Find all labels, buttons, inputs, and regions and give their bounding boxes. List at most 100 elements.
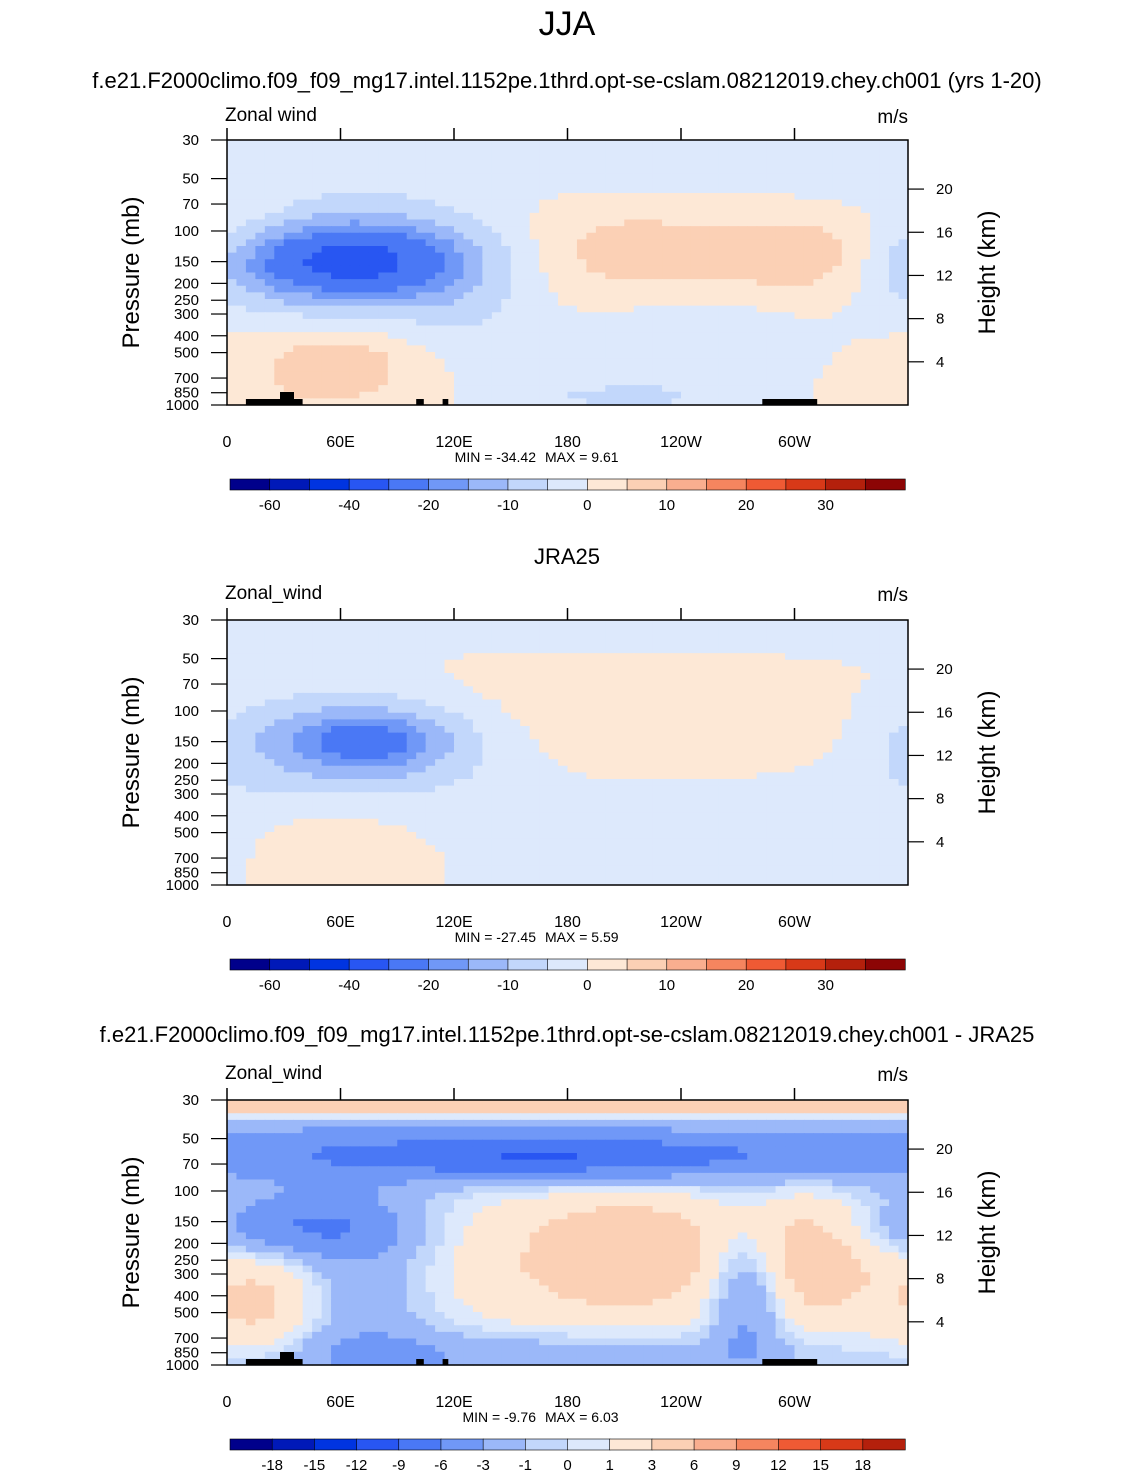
field-cell: [425, 193, 436, 201]
field-cell: [832, 186, 843, 194]
field-cell: [832, 686, 843, 694]
field-cell: [245, 798, 256, 807]
field-cell: [614, 292, 625, 300]
field-cell: [870, 212, 881, 221]
field-cell: [283, 752, 294, 760]
field-cell: [349, 179, 361, 187]
field-cell: [728, 299, 739, 307]
field-cell: [558, 385, 569, 393]
field-cell: [548, 719, 559, 727]
field-cell: [482, 166, 493, 174]
height-tick-label: 16: [936, 224, 953, 241]
field-cell: [832, 206, 843, 214]
field-cell: [671, 332, 682, 340]
field-cell: [293, 726, 304, 734]
field-cell: [387, 199, 398, 207]
field-cell: [633, 759, 644, 767]
field-cell: [671, 745, 682, 754]
field-cell: [699, 765, 710, 773]
field-cell: [236, 739, 247, 747]
field-cell: [576, 633, 588, 641]
field-cell: [472, 653, 483, 661]
field-cell: [747, 305, 758, 313]
field-cell: [898, 653, 909, 661]
field-cell: [576, 646, 588, 654]
field-cell: [331, 272, 342, 280]
field-cell: [614, 352, 625, 360]
field-cell: [274, 193, 285, 201]
field-cell: [435, 219, 446, 227]
field-cell: [841, 639, 852, 648]
field-cell: [690, 159, 701, 168]
field-cell: [652, 759, 663, 767]
field-cell: [728, 378, 739, 386]
field-cell: [416, 173, 427, 181]
field-cell: [652, 226, 663, 234]
field-cell: [416, 212, 427, 221]
field-cell: [302, 186, 313, 194]
field-cell: [595, 732, 606, 740]
field-cell: [889, 239, 900, 247]
field-cell: [643, 146, 654, 154]
field-cell: [227, 765, 238, 773]
field-cell: [236, 633, 247, 641]
field-cell: [255, 232, 266, 240]
field-cell: [794, 686, 805, 694]
field-cell: [860, 699, 871, 707]
field-cell: [293, 193, 304, 201]
field-cell: [775, 686, 786, 694]
field-cell: [728, 345, 739, 353]
field-cell: [245, 759, 256, 767]
field-cell: [737, 332, 748, 340]
field-cell: [870, 699, 881, 707]
field-cell: [425, 653, 436, 661]
field-cell: [775, 299, 786, 307]
field-cell: [671, 352, 682, 360]
field-cell: [274, 219, 285, 227]
field-cell: [699, 206, 710, 214]
field-cell: [681, 232, 692, 240]
field-cell: [595, 285, 606, 293]
field-cell: [785, 186, 796, 194]
field-cell: [520, 673, 531, 681]
field-cell: [539, 365, 550, 373]
field-cell: [822, 679, 833, 687]
field-cell: [614, 646, 625, 654]
field-cell: [283, 779, 294, 787]
field-cell: [558, 166, 569, 174]
field-cell: [340, 299, 351, 307]
field-cell: [264, 338, 275, 346]
field-cell: [539, 378, 550, 386]
field-cell: [435, 193, 446, 201]
field-cell: [425, 732, 436, 740]
field-cell: [690, 272, 701, 280]
field-cell: [879, 219, 890, 227]
field-cell: [227, 305, 238, 313]
field-cell: [614, 699, 625, 707]
field-cell: [624, 279, 635, 287]
field-cell: [576, 140, 588, 148]
field-cell: [463, 646, 474, 654]
field-cell: [652, 371, 663, 380]
field-cell: [368, 166, 379, 174]
field-cell: [567, 159, 578, 168]
field-cell: [491, 772, 502, 780]
field-cell: [435, 246, 446, 254]
field-cell: [870, 232, 881, 240]
field-cell: [510, 633, 521, 641]
field-cell: [444, 666, 455, 674]
field-cell: [435, 759, 446, 767]
field-cell: [747, 759, 758, 767]
field-cell: [501, 299, 512, 307]
field-cell: [444, 338, 455, 346]
field-cell: [368, 239, 379, 247]
field-cell: [425, 166, 436, 174]
field-cell: [245, 745, 256, 754]
field-cell: [255, 299, 266, 307]
field-cell: [510, 739, 521, 747]
field-cell: [879, 358, 890, 366]
field-cell: [879, 239, 890, 247]
field-cell: [368, 686, 379, 694]
field-cell: [349, 173, 361, 181]
field-cell: [766, 659, 777, 667]
